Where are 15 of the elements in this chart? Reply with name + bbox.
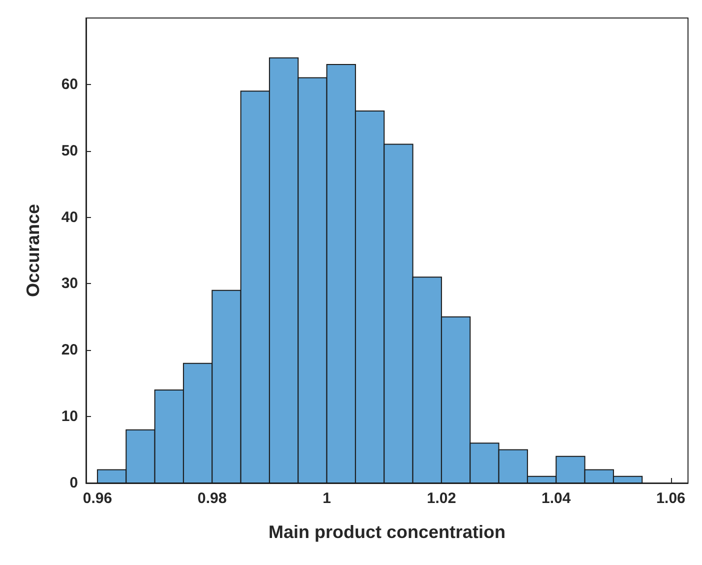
x-tick-label: 0.98 [198,490,227,507]
x-tick-label: 1.04 [542,490,572,507]
y-tick-label: 10 [61,408,78,426]
x-tick-label: 1.02 [426,490,456,507]
x-tick-label: 1.06 [656,490,686,507]
y-tick-label: 30 [61,275,78,292]
y-axis-title: Occurance [23,204,43,298]
y-tick-label: 0 [70,474,78,492]
y-tick-label: 60 [61,76,78,93]
y-tick-label: 40 [61,208,78,226]
x-tick-label: 1 [322,490,331,507]
x-axis-title: Main product concentration [268,522,506,542]
x-tick-label: 0.96 [82,490,112,507]
y-tick-label: 50 [61,142,78,160]
y-tick-label: 20 [61,342,78,359]
